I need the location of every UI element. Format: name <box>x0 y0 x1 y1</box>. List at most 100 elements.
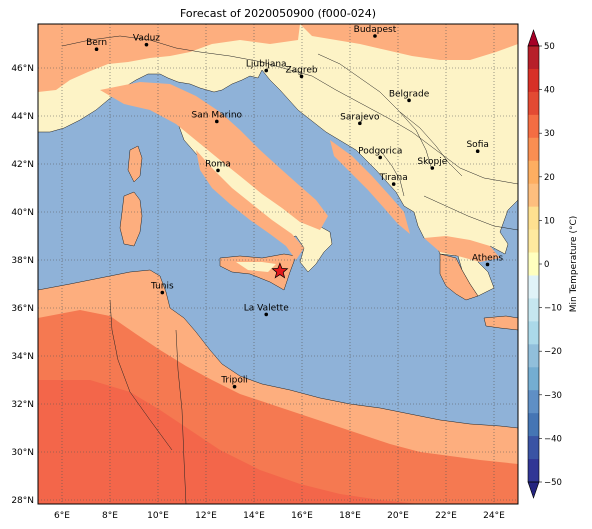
colorbar-title: Min Temperature (°C) <box>569 216 579 313</box>
lat-tick-30: 30°N <box>11 448 34 458</box>
city-dot <box>232 384 237 389</box>
colorbar-extend-max <box>527 29 540 47</box>
city-label: San Marino <box>192 110 243 120</box>
colorbar-tick-label: 50 <box>544 42 555 52</box>
map-frame <box>37 23 519 505</box>
colorbar-tick-label: −30 <box>544 391 562 401</box>
city-dot <box>373 34 377 38</box>
city-dot <box>485 262 490 267</box>
lon-tick-14: 14°E <box>243 511 265 521</box>
city-label: Budapest <box>354 25 397 35</box>
city-label: Ljubljana <box>246 60 287 70</box>
colorbar-tick-label: −50 <box>544 478 562 488</box>
city-dot <box>391 182 396 186</box>
colorbar-segment <box>528 344 539 368</box>
colorbar-segment <box>528 206 539 230</box>
star-icon <box>271 262 289 279</box>
colorbar-segment <box>528 46 539 70</box>
city-dot <box>358 121 362 126</box>
city-label: Vaduz <box>133 34 160 44</box>
city-dot <box>264 312 269 317</box>
colorbar-tick-label: 40 <box>544 86 555 96</box>
aegean-islands <box>483 315 518 331</box>
lat-tick-46: 46°N <box>11 64 34 74</box>
colorbar: 50 40 30 20 10 0 −10 −20 −30 −40 −50 <box>527 29 562 499</box>
lon-tick-6: 6°E <box>54 511 70 521</box>
city-dot <box>94 47 99 51</box>
lat-tick-42: 42°N <box>11 160 34 170</box>
lat-tick-36: 36°N <box>11 304 34 314</box>
map-title: Forecast of 2020050900 (f000-024) <box>179 7 377 20</box>
city-dot <box>430 166 435 170</box>
colorbar-segment <box>528 390 539 414</box>
city-dot <box>160 290 165 295</box>
lon-tick-24: 24°E <box>483 511 505 521</box>
colorbar-segment <box>528 413 539 437</box>
warm-band-po-valley <box>100 82 328 230</box>
colorbar-extend-min <box>527 481 540 499</box>
city-label: Skopje <box>417 157 447 167</box>
city-label: Roma <box>205 159 231 169</box>
city-label: Sarajevo <box>340 112 380 122</box>
city-dot <box>264 68 269 73</box>
hot-inland-2 <box>38 380 420 504</box>
lon-tick-16: 16°E <box>291 511 313 521</box>
sicily-cool-core <box>236 262 276 272</box>
city-label: Bern <box>86 38 107 48</box>
colorbar-segment <box>528 114 539 139</box>
northern-landmass <box>38 24 518 297</box>
lat-tick-38: 38°N <box>11 256 34 266</box>
country-borders <box>61 35 518 504</box>
colorbar-tick-label: 0 <box>544 260 549 270</box>
city-label: Sofia <box>466 140 488 150</box>
city-dot <box>215 119 219 124</box>
colorbar-segment <box>528 160 539 185</box>
city-label: Podgorica <box>358 146 402 156</box>
marker-layer <box>271 262 289 279</box>
warm-band-north <box>300 24 518 60</box>
lat-tick-28: 28°N <box>11 496 34 506</box>
colorbar-tick-label: −40 <box>544 434 562 444</box>
longitude-ticks: 6°E 8°E 10°E 12°E 14°E 16°E 18°E 20°E 22… <box>54 511 505 521</box>
colorbar-segment <box>528 91 539 116</box>
colorbar-segment <box>528 137 539 162</box>
colorbar-segment <box>528 298 539 322</box>
colorbar-segment <box>528 321 539 345</box>
lat-tick-34: 34°N <box>11 352 34 362</box>
colorbar-segment <box>528 436 539 460</box>
city-dot <box>475 149 480 153</box>
city-label: Tirana <box>379 173 408 183</box>
warm-band-balkans <box>330 140 410 234</box>
lat-tick-40: 40°N <box>11 208 34 218</box>
city-label: Belgrade <box>389 89 430 99</box>
colorbar-tick-label: −20 <box>544 347 562 357</box>
sardinia <box>119 191 143 247</box>
latitude-ticks: 46°N 44°N 42°N 40°N 38°N 36°N 34°N 32°N … <box>11 64 34 506</box>
lon-tick-20: 20°E <box>387 511 409 521</box>
warm-band-italy-south <box>196 150 304 260</box>
city-label: Zagreb <box>285 65 317 75</box>
colorbar-segment <box>528 275 539 299</box>
graticule <box>38 24 518 504</box>
colorbar-segment <box>528 229 539 253</box>
colorbar-tick-label: 10 <box>544 216 555 226</box>
colorbar-segment <box>528 68 539 93</box>
lat-tick-32: 32°N <box>11 400 34 410</box>
warm-band-greece <box>424 236 500 262</box>
city-label: Athens <box>472 253 503 263</box>
city-dot <box>378 155 383 160</box>
colorbar-segment <box>528 459 539 483</box>
city-label: La Valette <box>244 303 289 313</box>
city-dot <box>407 98 411 103</box>
colorbar-tick-label: 30 <box>544 129 555 139</box>
lon-tick-18: 18°E <box>339 511 361 521</box>
greece-peloponnese <box>439 253 479 301</box>
colorbar-segment <box>528 183 539 208</box>
colorbar-segment <box>528 252 539 276</box>
lon-tick-22: 22°E <box>435 511 457 521</box>
lat-tick-44: 44°N <box>11 112 34 122</box>
city-dot <box>144 42 149 47</box>
colorbar-segment <box>528 367 539 391</box>
